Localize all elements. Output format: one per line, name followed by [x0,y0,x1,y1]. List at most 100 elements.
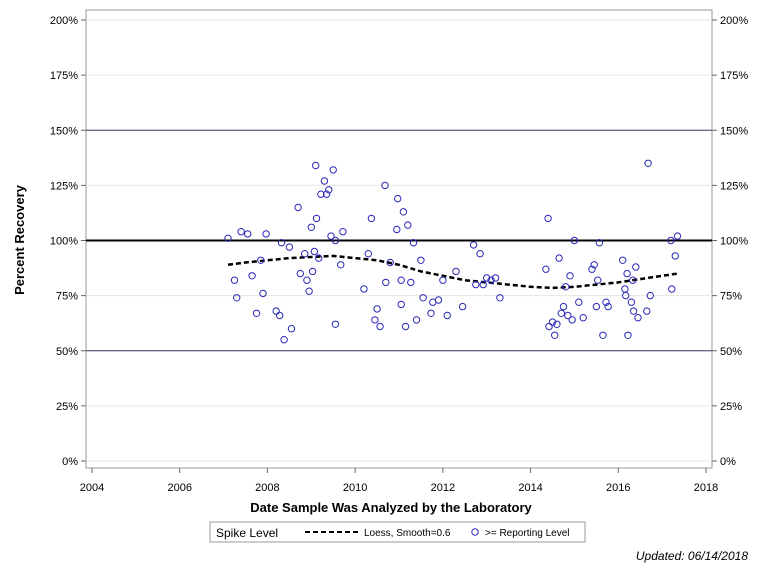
data-point [668,285,676,293]
data-point [329,166,337,174]
data-point [604,302,612,311]
data-point [364,250,372,258]
data-point [487,276,495,284]
legend-title: Spike Level [216,526,278,540]
data-point [244,230,252,238]
data-point [472,280,480,289]
data-point [317,190,325,198]
data-point [407,278,415,287]
data-point [373,305,381,313]
data-point [491,274,500,282]
data-point [248,272,256,280]
data-point [557,309,565,317]
y-tick-label-right: 50% [720,346,742,358]
data-point [570,236,579,245]
data-point [376,322,384,331]
y-tick-label-right: 75% [720,291,742,303]
data-point [443,311,451,320]
data-point [360,285,368,293]
data-point [627,298,636,306]
data-point [322,190,331,198]
x-tick-label: 2004 [80,482,104,494]
data-point [386,258,394,267]
data-point [564,311,572,320]
data-point [673,232,682,240]
data-point [439,276,447,284]
data-point [381,181,389,190]
x-tick-label: 2010 [343,482,367,494]
data-point [259,289,267,298]
x-tick-label: 2016 [606,482,630,494]
data-point [397,276,405,284]
data-point [296,269,304,278]
data-point [551,331,559,339]
data-point [262,230,270,238]
data-points [224,159,682,344]
y-tick-label-left: 50% [56,346,78,358]
data-point [479,280,487,289]
data-point [542,265,550,273]
legend-point-label: >= Reporting Level [485,528,570,539]
data-point [496,294,504,302]
data-point [401,322,410,331]
reference-lines [86,129,712,352]
data-point [327,232,335,240]
x-tick-label: 2012 [431,482,455,494]
data-point [412,316,421,324]
y-tick-label-right: 0% [720,456,736,468]
y-tick-label-left: 175% [50,70,78,82]
data-point [544,214,552,223]
data-point [382,278,390,287]
data-point [394,194,402,203]
data-point [409,239,418,247]
data-point [308,267,317,276]
y-tick-label-left: 125% [50,180,78,192]
data-point [434,296,443,304]
y-axis-label: Percent Recovery [12,184,27,295]
data-point [643,307,651,315]
data-point [588,265,596,273]
data-point [553,320,561,328]
data-point [632,263,640,271]
data-point [276,311,284,320]
y-tick-label-right: 150% [720,125,748,137]
data-point [312,214,321,223]
data-point [285,243,294,251]
y-tick-label-left: 0% [62,456,78,468]
data-point [623,269,631,278]
data-point [294,203,302,212]
data-point [303,276,311,284]
data-point [312,161,320,170]
data-point [230,276,239,284]
legend-loess-label: Loess, Smooth=0.6 [364,528,451,539]
data-point [629,307,638,315]
data-point [602,298,610,306]
y-axis-left: 0% 25% 50% 75% 100% 125% 150% 175% 200% [50,15,86,468]
legend-box [209,521,586,543]
data-point [644,159,652,168]
data-point [307,223,315,232]
data-point [331,236,340,245]
data-point [483,274,491,282]
y-tick-label-right: 175% [720,70,748,82]
data-point [337,261,345,269]
data-point [599,331,607,339]
legend-point-swatch [471,528,479,536]
data-point [568,316,576,324]
x-tick-label: 2014 [518,482,542,494]
data-point [305,287,313,295]
data-point [575,298,583,306]
data-point [548,318,557,326]
data-point [397,300,405,309]
data-point [257,256,265,264]
data-point [671,252,679,260]
data-point [592,302,601,311]
x-axis: 2004 2006 2008 2010 2012 2014 2016 2018 [80,468,718,494]
data-point [320,177,329,185]
data-point [325,186,333,194]
y-axis-right: 0% 25% 50% 75% 100% 125% 150% 175% 200% [712,15,748,468]
data-point [277,239,286,247]
data-point [566,272,574,280]
data-point [555,254,563,262]
